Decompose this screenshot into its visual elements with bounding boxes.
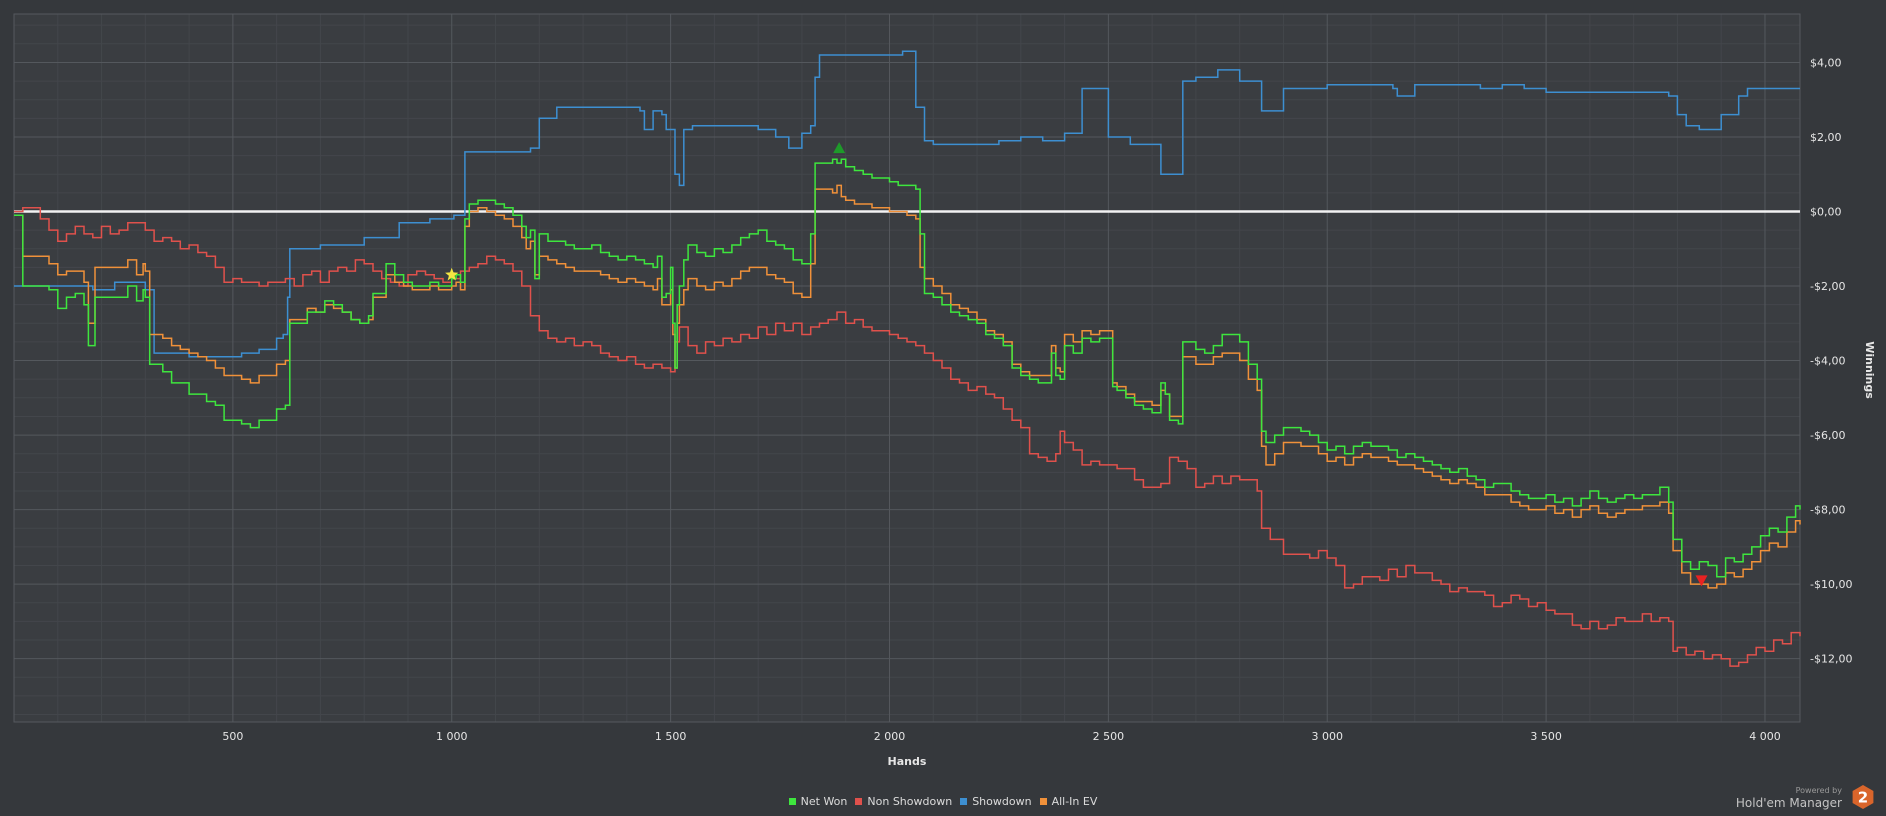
svg-text:2: 2 — [1858, 789, 1868, 807]
x-tick-label: 1 000 — [436, 730, 468, 743]
y-tick-label: -$8,00 — [1810, 504, 1845, 517]
y-tick-label: $2,00 — [1810, 131, 1842, 144]
y-tick-label: $4,00 — [1810, 56, 1842, 69]
legend-label: Net Won — [800, 795, 848, 808]
powered-by-label: Powered by — [1795, 786, 1842, 795]
y-tick-label: -$2,00 — [1810, 280, 1845, 293]
legend-swatch — [960, 798, 968, 805]
chart-legend: Net Won Non Showdown Showdown All-In EV — [0, 795, 1886, 808]
x-tick-label: 2 500 — [1093, 730, 1125, 743]
legend-label: Showdown — [972, 795, 1032, 808]
product-name: Hold'em Manager — [1735, 796, 1842, 810]
legend-label: All-In EV — [1051, 795, 1098, 808]
x-axis-title: Hands — [888, 755, 927, 768]
y-axis-title: Winnings — [1863, 341, 1876, 399]
x-tick-label: 3 500 — [1530, 730, 1562, 743]
plot-area-background — [14, 14, 1800, 722]
y-axis-ticks: $4,00 $2,00 $0,00 -$2,00 -$4,00 -$6,00 -$8,00 -… — [1810, 56, 1852, 665]
x-axis-ticks: 500 1 000 1 500 2 000 2 500 3 000 3 500 4 000 — [222, 730, 1780, 743]
start-marker — [445, 267, 459, 281]
series-layer — [14, 50, 1801, 667]
x-tick-label: 1 500 — [655, 730, 687, 743]
x-tick-label: 2 000 — [874, 730, 906, 743]
hem2-logo-icon: 2 — [1852, 785, 1874, 809]
series-line-non-showdown — [14, 207, 1801, 667]
y-tick-label: -$4,00 — [1810, 355, 1845, 368]
legend-swatch — [855, 798, 863, 805]
y-tick-label: -$6,00 — [1810, 429, 1845, 442]
legend-swatch — [1039, 798, 1047, 805]
peak-marker — [833, 142, 846, 154]
legend-item[interactable]: Non Showdown — [855, 795, 952, 808]
y-tick-label: -$12,00 — [1810, 653, 1852, 666]
legend-item[interactable]: Net Won — [788, 795, 848, 808]
y-tick-label: $0,00 — [1810, 205, 1842, 218]
legend-item[interactable]: All-In EV — [1039, 795, 1098, 808]
legend-item[interactable]: Showdown — [960, 795, 1032, 808]
y-tick-label: -$10,00 — [1810, 578, 1852, 591]
marker-layer — [445, 142, 1708, 587]
legend-swatch — [788, 798, 796, 805]
x-tick-label: 500 — [222, 730, 243, 743]
series-line-net-won — [14, 158, 1801, 578]
x-tick-label: 3 000 — [1311, 730, 1343, 743]
x-tick-label: 4 000 — [1749, 730, 1781, 743]
plot-area-border — [13, 13, 1801, 723]
legend-label: Non Showdown — [867, 795, 953, 808]
trough-marker — [1695, 575, 1708, 587]
series-line-showdown — [14, 50, 1800, 358]
